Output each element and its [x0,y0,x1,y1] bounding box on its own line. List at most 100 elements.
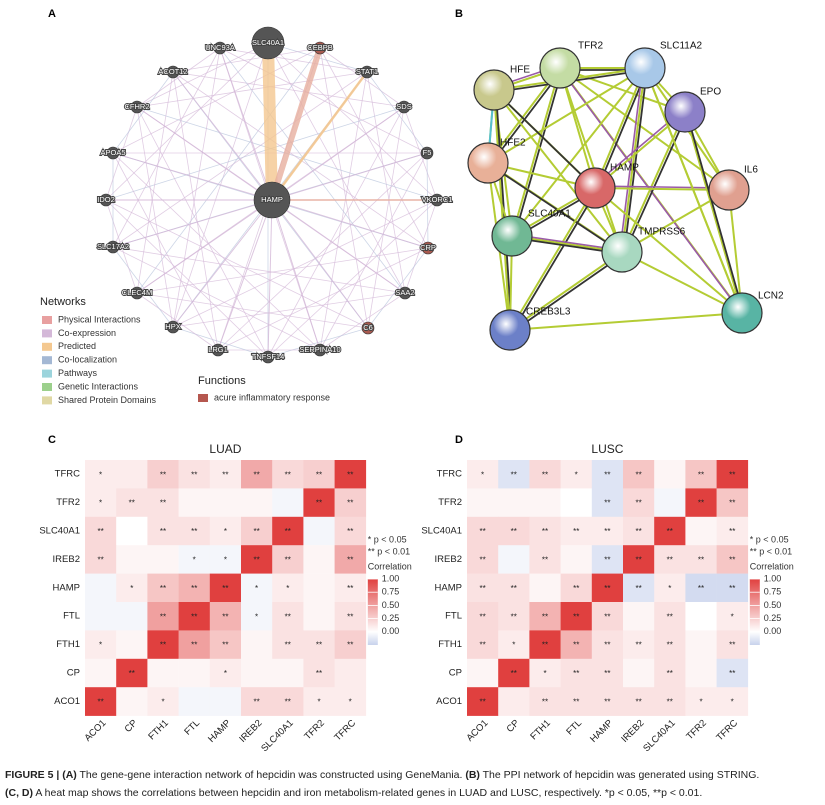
significance-mark: ** [316,641,322,650]
edge [112,47,221,248]
gene-label: SDS [396,102,411,111]
heat-cell [498,687,530,716]
heat-cell [147,630,179,660]
significance-mark: ** [698,584,704,593]
column-label: CP [505,718,522,735]
significance-mark: ** [667,669,673,678]
heat-cell [178,545,211,574]
protein-node [491,215,533,257]
heat-cell [716,602,749,631]
heat-cell [303,488,335,518]
significance-mark: * [286,584,289,593]
significance-mark: ** [285,641,291,650]
protein-node [574,167,616,209]
column-label: IREB2 [237,718,264,745]
edge [136,71,174,294]
gene-node [430,193,444,207]
heat-cell [529,602,561,631]
heat-cell [303,602,335,631]
colorbar-title: Correlation [368,561,412,571]
significance-mark: ** [222,470,228,479]
edge [621,111,686,253]
heat-cell [591,602,624,631]
column-label: FTL [182,718,202,738]
edge [112,246,321,351]
significance-mark: ** [347,556,353,565]
row-label: ACO1 [54,696,80,707]
significance-mark: ** [285,527,291,536]
gene-node [361,321,375,335]
heat-cell [623,545,655,574]
edge [267,199,438,358]
heat-cell [529,573,561,603]
colorbar-tick-label: 0.00 [382,626,400,636]
heat-cell [623,687,655,716]
heat-cell [85,630,117,660]
colorbar [367,579,378,645]
gene-node [251,26,285,60]
significance-mark: ** [316,669,322,678]
heat-cell [334,687,367,716]
significance-mark: * [130,584,133,593]
edges [105,42,438,358]
significance-mark: * [512,641,515,650]
heat-cell [147,573,179,603]
significance-mark: ** [698,470,704,479]
edge [623,69,648,255]
edge [487,67,646,164]
heat-cell [716,658,749,688]
significance-mark: * [255,612,258,621]
significance-mark: * [575,470,578,479]
significance-mark: * [668,584,671,593]
significance-mark: ** [97,527,103,536]
edge [262,42,278,201]
edge [112,246,406,294]
edge [623,113,688,255]
gene-label: TNFSF14 [252,352,285,361]
heat-cell [209,573,242,603]
heat-cell [591,460,624,489]
column-label: TFRC [332,718,358,744]
significance-mark: ** [729,499,735,508]
heat-cell [241,573,273,603]
heat-cell [116,687,148,716]
heat-cell [241,516,273,546]
legend-title: Networks [40,296,86,308]
panel-letter: D [455,434,463,446]
significance-mark: ** [285,698,291,707]
significance-legend: ** p < 0.01 [368,546,410,556]
heat-cell [116,630,148,660]
significance-mark: ** [347,470,353,479]
significance-mark: ** [698,499,704,508]
edge [594,187,743,314]
significance-mark: ** [191,584,197,593]
edge [172,199,438,328]
significance-mark: ** [479,556,485,565]
edge [136,106,174,328]
heat-cell [498,658,530,688]
significance-mark: ** [635,556,641,565]
significance-mark: ** [698,556,704,565]
edge [319,47,429,249]
edge [172,71,219,351]
gene-label: STAT1 [356,67,378,76]
gene-node [313,41,327,55]
gene-label: CRP [420,243,436,252]
heat-cell [209,516,242,546]
significance-mark: ** [191,527,197,536]
heat-cell [498,602,530,631]
heat-cell [147,488,179,518]
gene-node [360,65,374,79]
edge [172,292,406,328]
heat-cell [116,488,148,518]
heat-cell [654,602,686,631]
heat-cell [334,602,367,631]
row-label: TFR2 [56,497,80,508]
heat-cell [685,460,717,489]
protein-node [467,142,509,184]
significance-mark: * [99,499,102,508]
heat-cell [272,460,304,489]
row-label: TFRC [55,469,80,480]
significance-mark: ** [479,584,485,593]
heat-cell [560,687,593,716]
